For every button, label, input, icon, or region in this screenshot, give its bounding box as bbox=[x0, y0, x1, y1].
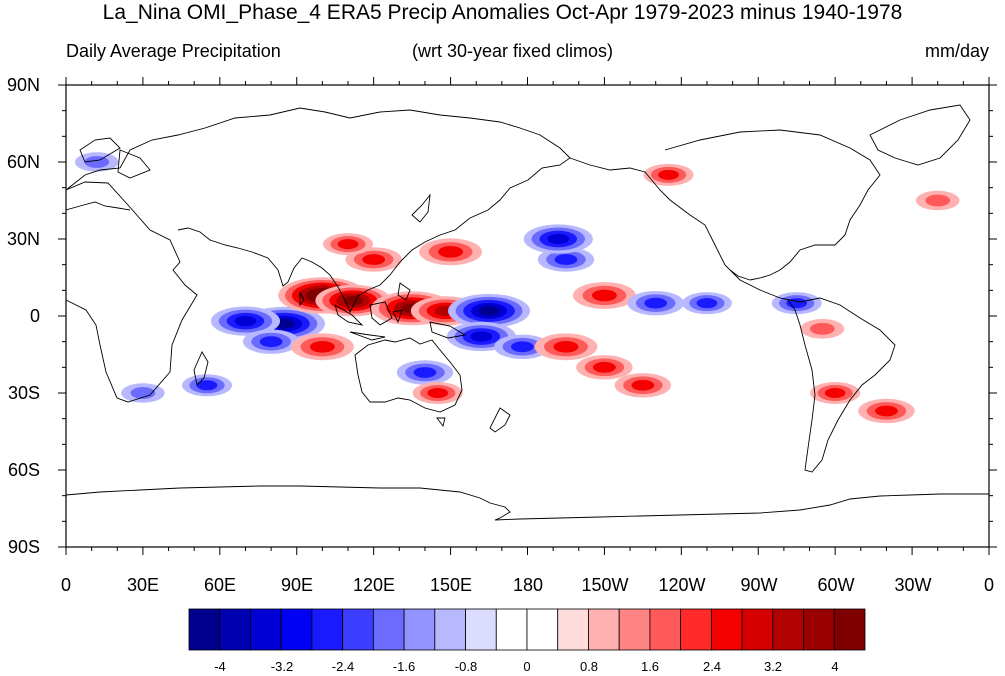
colorbar-swatch bbox=[588, 608, 620, 651]
units-subtitle: mm/day bbox=[924, 41, 989, 61]
anomaly-cell bbox=[84, 156, 110, 168]
colorbar bbox=[188, 608, 866, 651]
colorbar-label-24: 2.4 bbox=[702, 659, 722, 674]
colorbar-swatch bbox=[833, 608, 866, 651]
lat-label-90s: 90S bbox=[7, 537, 40, 557]
colorbar-label-0: 0 bbox=[523, 659, 531, 674]
anomaly-cell bbox=[631, 379, 655, 391]
anomaly-cell bbox=[478, 305, 500, 316]
lon-label-90e: 90E bbox=[280, 575, 314, 595]
colorbar-swatch bbox=[649, 608, 682, 651]
anomaly-cell bbox=[696, 298, 718, 309]
colorbar-swatch bbox=[772, 608, 804, 651]
lon-label-90w: 90W bbox=[740, 575, 778, 595]
lat-label-30n: 30N bbox=[6, 229, 40, 249]
lat-label-30s: 30S bbox=[7, 383, 40, 403]
colorbar-swatch bbox=[803, 608, 835, 651]
axis-ticks bbox=[58, 77, 997, 555]
lon-label-360: 0 bbox=[983, 575, 995, 595]
lat-label-60n: 60N bbox=[6, 152, 40, 172]
colorbar-swatch bbox=[618, 608, 651, 651]
lat-label-eq: 0 bbox=[29, 306, 40, 326]
colorbar-swatch bbox=[741, 608, 774, 651]
colorbar-swatch bbox=[434, 608, 466, 651]
lon-label-60e: 60E bbox=[203, 575, 237, 595]
anomaly-cell bbox=[130, 387, 156, 399]
colorbar-label-4: 4 bbox=[831, 659, 839, 674]
anomaly-cell bbox=[196, 380, 218, 391]
colorbar-label-16: 1.6 bbox=[640, 659, 660, 674]
anomaly-cell bbox=[510, 341, 534, 353]
colorbar-label-08: 0.8 bbox=[579, 659, 599, 674]
anomaly-cell bbox=[309, 341, 335, 353]
anomaly-cell bbox=[925, 194, 951, 207]
variable-subtitle: Daily Average Precipitation bbox=[66, 41, 281, 61]
anomaly-cell bbox=[644, 297, 668, 309]
anomaly-cell bbox=[593, 361, 616, 373]
colorbar-swatch bbox=[403, 608, 436, 651]
lon-label-150e: 150E bbox=[429, 575, 473, 595]
colorbar-swatch bbox=[342, 608, 374, 651]
colorbar-label-m32: -3.2 bbox=[270, 659, 294, 674]
anomaly-cell bbox=[413, 367, 437, 378]
lon-label-30w: 30W bbox=[894, 575, 932, 595]
colorbar-swatch bbox=[465, 608, 497, 651]
anomaly-cell bbox=[553, 341, 579, 353]
lon-label-120e: 120E bbox=[352, 575, 396, 595]
lat-label-60s: 60S bbox=[7, 460, 40, 480]
colorbar-swatch bbox=[710, 608, 743, 651]
lon-label-60w: 60W bbox=[817, 575, 855, 595]
lon-label-120w: 120W bbox=[658, 575, 706, 595]
colorbar-swatch bbox=[311, 608, 344, 651]
climo-subtitle: (wrt 30-year fixed climos) bbox=[412, 41, 614, 61]
anomaly-cell bbox=[362, 254, 386, 265]
anomaly-cell bbox=[824, 388, 846, 398]
lon-label-30e: 30E bbox=[126, 575, 160, 595]
colorbar-swatch bbox=[526, 608, 559, 651]
anomaly-cell bbox=[259, 336, 283, 348]
coastlines bbox=[66, 104, 989, 521]
anomaly-field bbox=[74, 152, 960, 424]
lon-label-150w: 150W bbox=[581, 575, 629, 595]
colorbar-swatch bbox=[188, 608, 221, 651]
anomaly-cell bbox=[554, 254, 578, 265]
anomaly-cell bbox=[427, 388, 449, 398]
colorbar-swatch bbox=[250, 608, 282, 651]
colorbar-label-32: 3.2 bbox=[763, 659, 783, 674]
lon-label-0: 0 bbox=[60, 575, 72, 595]
anomaly-cell bbox=[658, 169, 679, 180]
colorbar-swatch bbox=[680, 608, 712, 651]
lon-label-180: 180 bbox=[512, 575, 544, 595]
anomaly-cell bbox=[547, 233, 570, 245]
map-title: La_Nina OMI_Phase_4 ERA5 Precip Anomalie… bbox=[102, 1, 903, 24]
lat-label-90n: 90N bbox=[6, 75, 40, 95]
colorbar-swatch bbox=[280, 608, 313, 651]
anomaly-cell bbox=[234, 315, 257, 327]
colorbar-label-m4: -4 bbox=[214, 659, 226, 674]
colorbar-label-m08: -0.8 bbox=[454, 659, 478, 674]
colorbar-swatch bbox=[495, 608, 528, 651]
anomaly-cell bbox=[337, 239, 359, 250]
colorbar-label-m24: -2.4 bbox=[331, 659, 355, 674]
colorbar-swatch bbox=[557, 608, 589, 651]
colorbar-swatch bbox=[219, 608, 251, 651]
anomaly-cell bbox=[438, 246, 464, 258]
anomaly-cell bbox=[809, 322, 835, 335]
anomaly-cell bbox=[343, 295, 364, 306]
anomaly-cell bbox=[591, 289, 617, 302]
anomaly-cell bbox=[875, 405, 898, 417]
colorbar-label-m16: -1.6 bbox=[392, 659, 416, 674]
anomaly-cell bbox=[470, 331, 493, 342]
colorbar-swatch bbox=[372, 608, 405, 651]
